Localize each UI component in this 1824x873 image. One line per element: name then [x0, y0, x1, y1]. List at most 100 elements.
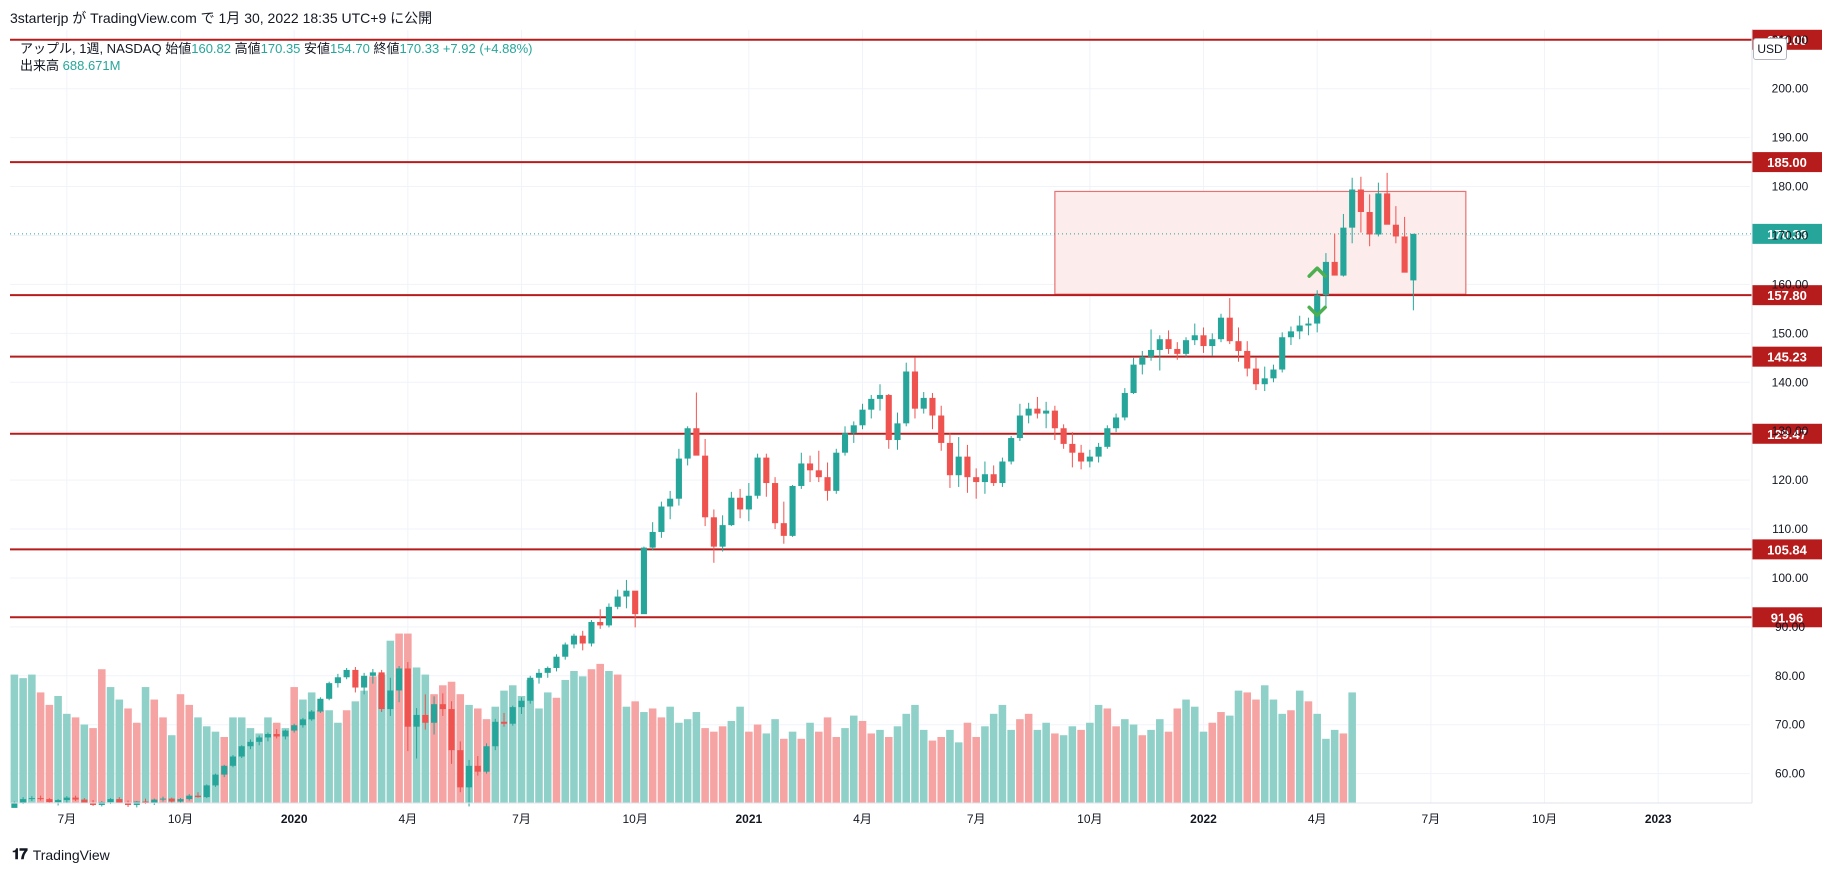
currency-button[interactable]: USD [1753, 38, 1787, 60]
candle-body [142, 801, 149, 803]
candle-body [1270, 369, 1277, 379]
candle-body [973, 477, 980, 483]
candle-body [247, 741, 254, 747]
candle-body [46, 799, 53, 803]
volume-bar [1287, 710, 1295, 803]
candle-body [1322, 261, 1329, 296]
candle-body [833, 452, 840, 491]
candle-body [702, 455, 709, 518]
candle-body [955, 456, 962, 476]
candle-body [1209, 339, 1216, 347]
candle-body [124, 803, 132, 805]
volume-bar [334, 722, 342, 803]
grid-lines [10, 30, 1750, 803]
volume-bar [928, 740, 937, 803]
candle-body [1217, 317, 1225, 340]
time-tick-label: 2021 [735, 812, 762, 826]
candle-body [1025, 408, 1032, 416]
candle-body [1060, 428, 1067, 444]
volume-bar [727, 720, 736, 803]
volume-bar [963, 722, 972, 803]
volume-bar [1278, 713, 1286, 803]
volume-bar [176, 694, 185, 803]
candle-body [1191, 335, 1198, 341]
candle-body [1296, 325, 1303, 332]
candle-body [640, 547, 647, 615]
volume-bar [342, 710, 351, 803]
candle-body [474, 765, 481, 772]
candle-body [789, 485, 796, 536]
candle-body [570, 635, 578, 645]
candle-body [780, 523, 787, 536]
current-price-label-bg [1752, 223, 1822, 244]
price-tick-label: 160.00 [1772, 277, 1809, 291]
arrow-down-icon [1307, 305, 1327, 318]
time-tick-label: 2023 [1645, 812, 1672, 826]
candle-body [903, 371, 910, 424]
candle-body [343, 669, 350, 678]
price-tick-label: 90.00 [1775, 620, 1805, 634]
volume-bar [718, 726, 727, 803]
legend-close: 170.33 [399, 41, 440, 56]
volume-bar [657, 717, 666, 803]
candlesticks [11, 172, 1417, 808]
candle-body [448, 709, 455, 751]
volume-bar [194, 717, 202, 803]
volume-bar [648, 708, 657, 803]
level-label-bg [1752, 423, 1822, 444]
candle-body [1287, 331, 1295, 338]
volume-bar [578, 676, 587, 803]
footer-brand: 𝟏𝟕 TradingView [12, 846, 110, 863]
candle-body [1034, 408, 1041, 414]
volume-bar [1156, 719, 1164, 803]
level-label-bg [1752, 607, 1822, 628]
volume-bar [1295, 690, 1304, 803]
candle-body [946, 442, 954, 476]
legend-volume: 688.671M [62, 58, 121, 73]
volume-bar [1077, 729, 1085, 803]
price-tick-label: 130.00 [1772, 424, 1809, 438]
candle-body [431, 704, 438, 723]
volume-bar [124, 708, 132, 803]
candle-body [1375, 193, 1382, 235]
volume-bar [1051, 733, 1059, 803]
volume-bar [1313, 713, 1321, 803]
volume-bar [535, 708, 543, 803]
volume-bar [167, 735, 176, 803]
volume-bar [683, 719, 692, 803]
level-label: 105.84 [1767, 542, 1808, 557]
volume-bar [1208, 722, 1217, 803]
volume-bar [1059, 735, 1068, 803]
volume-bar [1225, 715, 1234, 803]
support-resistance-zone [1054, 190, 1467, 295]
candle-body [186, 795, 193, 800]
volume-bar [237, 717, 246, 803]
current-price-label: 170.33 [1767, 227, 1807, 242]
level-label: 185.00 [1767, 155, 1807, 170]
volume-bar [281, 728, 290, 803]
candle-body [1366, 211, 1373, 235]
legend-symbol: アップル, 1週, NASDAQ [20, 41, 162, 56]
candle-body [1314, 295, 1321, 324]
candle-body [256, 737, 263, 742]
highlight-zone [1054, 190, 1467, 295]
volume-bar [972, 737, 980, 803]
price-tick-label: 80.00 [1775, 669, 1805, 683]
candle-body [737, 497, 744, 510]
time-tick-label: 10月 [622, 812, 647, 826]
legend-low-label: 安値 [304, 41, 331, 56]
volume-bar [377, 674, 386, 803]
volume-bar [1330, 729, 1339, 803]
candle-body [378, 672, 385, 710]
volume-bar [1191, 706, 1199, 803]
level-label-bg [1752, 152, 1822, 173]
volume-bar [797, 738, 806, 803]
time-tick-label: 4月 [1308, 812, 1327, 826]
volume-bar [36, 692, 45, 803]
arrow-up-icon [1307, 266, 1327, 278]
volume-bar [430, 694, 438, 803]
candle-body [1095, 446, 1102, 457]
candle-body [308, 711, 315, 720]
volume-bar [736, 706, 744, 803]
